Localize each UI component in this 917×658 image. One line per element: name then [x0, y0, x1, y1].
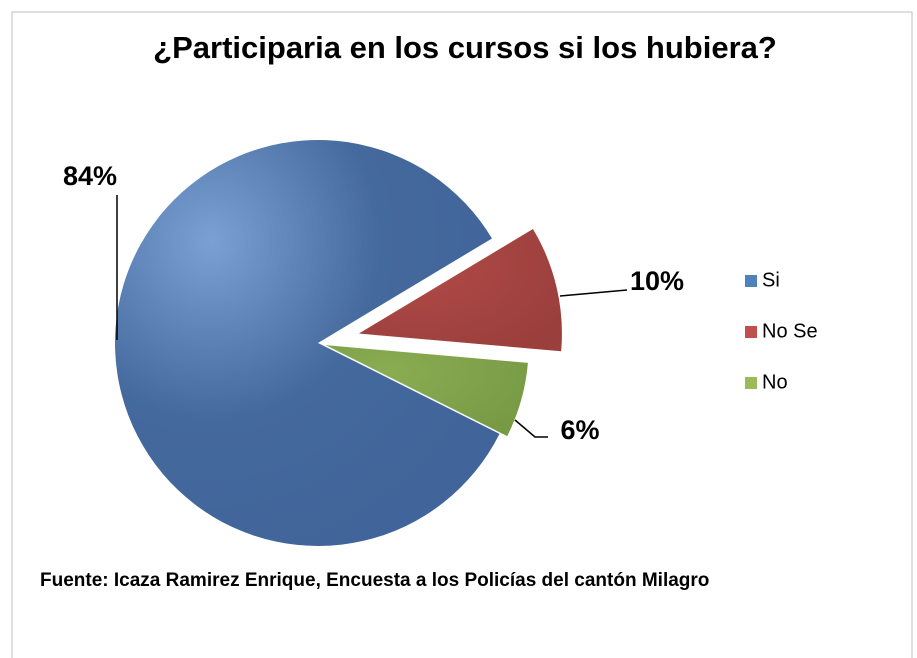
legend-swatch [745, 275, 757, 287]
source-note: Fuente: Icaza Ramirez Enrique, Encuesta … [40, 570, 710, 591]
leader-line [514, 419, 548, 438]
data-label: 6% [560, 415, 599, 445]
legend-label: No Se [762, 320, 818, 342]
legend-swatch [745, 377, 757, 389]
pie-slice [115, 139, 500, 546]
legend-label: No [762, 371, 788, 393]
data-label: 84% [63, 161, 117, 191]
pie-slice [358, 228, 562, 352]
data-label: 10% [630, 266, 684, 296]
chart-title: ¿Participaria en los cursos si los hubie… [153, 30, 777, 65]
legend-label: Si [762, 269, 780, 291]
leader-line [559, 289, 628, 297]
legend-swatch [745, 326, 757, 338]
pie-slice [325, 345, 528, 437]
